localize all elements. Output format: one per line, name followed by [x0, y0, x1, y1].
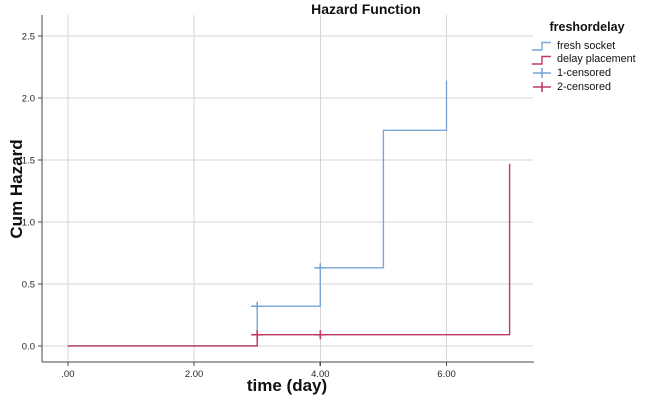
- legend-item-label: 1-censored: [557, 66, 612, 79]
- step-line-icon: [532, 42, 551, 51]
- legend-item-label: fresh socket: [557, 39, 616, 52]
- legend-item-2-censored: 2-censored: [531, 80, 643, 94]
- x-tick-label: 6.00: [437, 369, 456, 380]
- y-tick-label: 1.5: [22, 155, 35, 166]
- y-tick-label: 0.5: [22, 279, 35, 290]
- x-axis-title: time (day): [246, 376, 328, 395]
- series-1-censored: [251, 263, 327, 311]
- series-2-censored: [251, 330, 327, 340]
- legend-item-label: delay placement: [557, 53, 636, 66]
- plus-icon: [533, 82, 551, 93]
- series-delay-placement: [67, 163, 511, 347]
- legend: freshordelay fresh socket delay placement…: [531, 20, 643, 93]
- legend-item-label: 2-censored: [557, 80, 612, 93]
- legend-item-delay-placement: delay placement: [531, 53, 643, 67]
- step-line-icon: [532, 55, 551, 65]
- y-tick-label: 0.0: [22, 341, 35, 352]
- x-tick-label: 2.00: [185, 369, 204, 380]
- chart-title: Hazard Function: [311, 1, 421, 17]
- legend-item-1-censored: 1-censored: [531, 66, 643, 80]
- legend-title: freshordelay: [549, 20, 625, 34]
- tick-labels: .00 2.00 4.00 6.00 0.0 0.5 1.0 1.5 2.0 2.5: [22, 32, 456, 380]
- y-tick-label: 1.0: [22, 217, 35, 228]
- y-tick-label: 2.0: [22, 94, 35, 105]
- x-tick-label: .00: [61, 369, 74, 380]
- legend-item-fresh-socket: fresh socket: [531, 39, 643, 53]
- plus-icon: [533, 68, 551, 79]
- legend-rows: fresh socket delay placement 1-censored 2-c…: [531, 39, 643, 93]
- x-tick-label: 4.00: [311, 369, 330, 380]
- gridlines: [42, 15, 533, 362]
- axes: [38, 15, 534, 366]
- y-tick-label: 2.5: [22, 32, 35, 43]
